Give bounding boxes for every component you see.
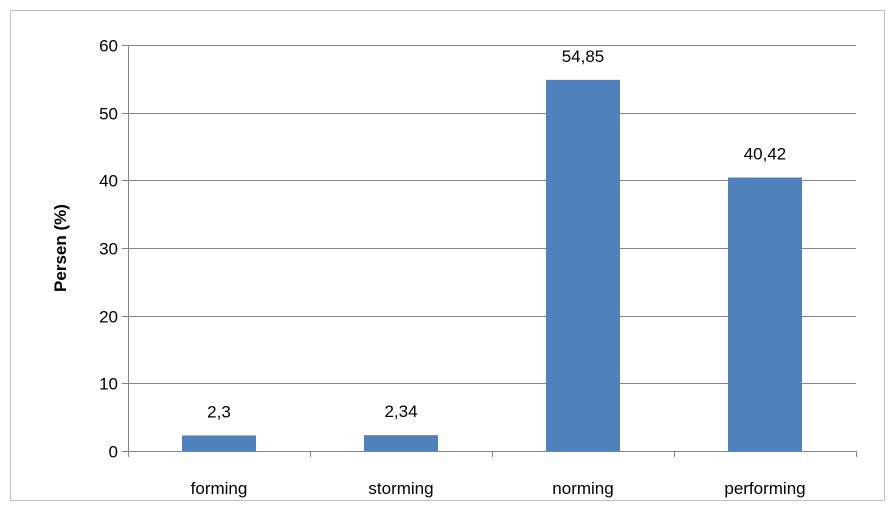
data-labels: 2,3 2,34 54,85 40,42 [207, 47, 786, 422]
x-tick-label-performing: performing [724, 479, 805, 498]
y-tick-label: 60 [99, 37, 118, 56]
y-tick-label: 20 [99, 308, 118, 327]
axes [122, 45, 857, 457]
x-tick-label-storming: storming [368, 479, 433, 498]
x-tick-label-norming: norming [552, 479, 613, 498]
y-tick-label: 40 [99, 172, 118, 191]
bar-forming [182, 435, 256, 451]
y-tick-label: 50 [99, 105, 118, 124]
bar-storming [364, 435, 438, 451]
bars [182, 79, 802, 452]
y-tick-label: 30 [99, 240, 118, 259]
y-axis-label: Persen (%) [51, 204, 70, 292]
y-tick-labels: 0 10 20 30 40 50 60 [99, 37, 118, 462]
data-label-performing: 40,42 [744, 144, 787, 163]
bar-performing [728, 177, 802, 451]
data-label-storming: 2,34 [384, 402, 417, 421]
x-tick-label-forming: forming [191, 479, 248, 498]
bar-norming [546, 79, 620, 452]
y-tick-label: 10 [99, 375, 118, 394]
y-tick-label: 0 [109, 443, 118, 462]
x-tick-labels: forming storming norming performing [191, 479, 806, 498]
data-label-forming: 2,3 [207, 402, 231, 421]
data-label-norming: 54,85 [562, 47, 605, 66]
